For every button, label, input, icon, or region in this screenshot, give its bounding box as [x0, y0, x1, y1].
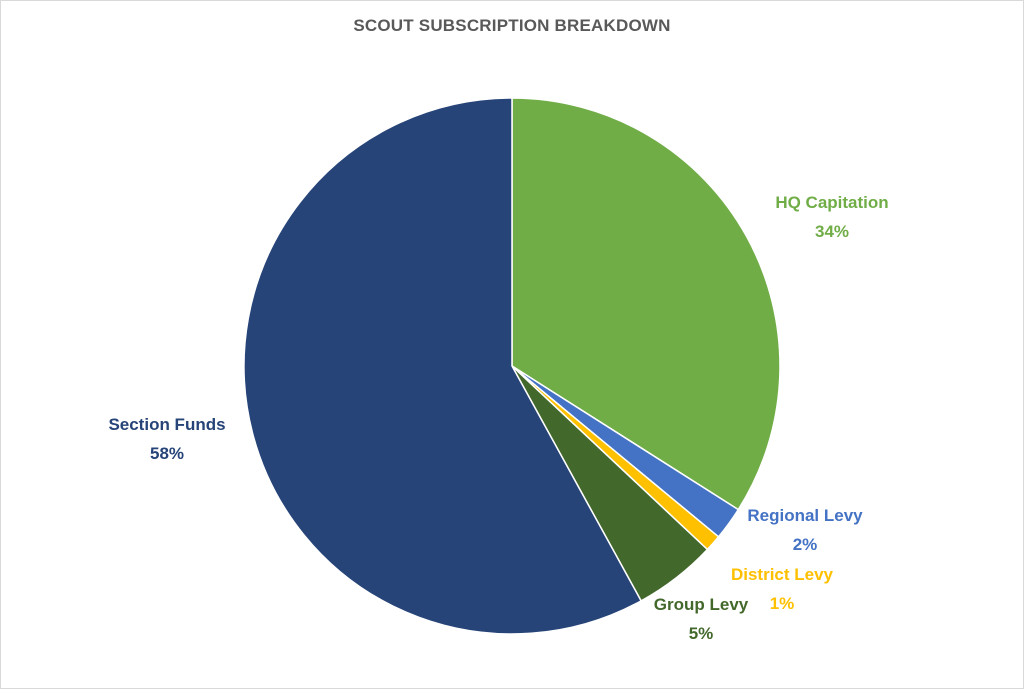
slice-label-value: 58%: [150, 444, 184, 463]
slice-label-value: 34%: [815, 222, 849, 241]
slice-label-value: 5%: [689, 624, 714, 643]
pie-slice-hq-capitation: [511, 97, 781, 511]
slice-label-name: Regional Levy: [747, 506, 863, 525]
pie-labels: HQ Capitation 34% Regional Levy 2% District …: [108, 193, 888, 643]
slice-label-name: HQ Capitation: [775, 193, 888, 212]
chart-title: SCOUT SUBSCRIPTION BREAKDOWN: [353, 16, 671, 35]
slice-label-name: Section Funds: [108, 415, 225, 434]
slice-label-value: 2%: [793, 535, 818, 554]
slice-label-value: 1%: [770, 594, 795, 613]
pie-slice-section-funds: [243, 97, 643, 635]
pie-slices: [243, 97, 781, 635]
slice-label-name: Group Levy: [654, 595, 749, 614]
slice-label-name: District Levy: [731, 565, 834, 584]
